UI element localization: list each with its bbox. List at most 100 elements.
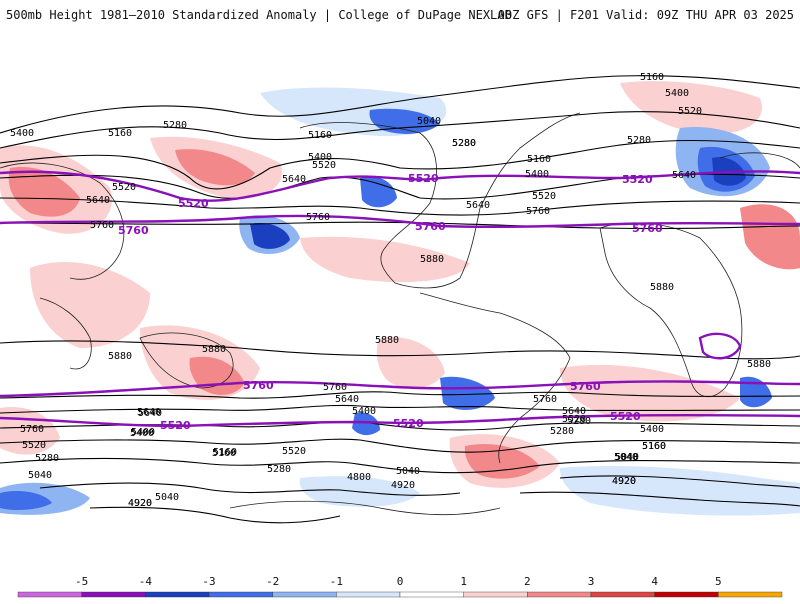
key-label: 5520: [393, 417, 424, 430]
contour-label: 5400: [130, 428, 154, 439]
key-label: 5520: [408, 172, 439, 185]
contour-label: 5280: [452, 138, 476, 149]
contour-label: 5400: [308, 152, 332, 163]
contour-label: 5400: [131, 427, 155, 438]
contour-line: [89, 506, 341, 524]
color-swatch: [399, 591, 464, 598]
color-swatch: [590, 591, 655, 598]
anomaly-blob: [30, 262, 150, 348]
contour-label: 5760: [526, 206, 550, 217]
contour-label: 5040: [155, 492, 179, 503]
key-contours: [0, 170, 800, 428]
contour-label: 5520: [312, 160, 336, 171]
contour-label: 5040: [614, 452, 638, 463]
color-swatch: [527, 591, 592, 598]
contour-label: 5520: [282, 446, 306, 457]
contour-label: 5640: [562, 406, 586, 417]
contour-label: 5040: [396, 466, 420, 477]
color-scale-bar: -5 -4 -3 -2 -1 0 1 2 3 4 5: [0, 560, 800, 600]
anomaly-blob: [175, 149, 255, 186]
contour-label: 4920: [612, 476, 636, 487]
anomaly-blob: [740, 376, 772, 408]
color-scale-labels: -5 -4 -3 -2 -1 0 1 2 3 4 5: [75, 575, 722, 588]
color-scale-tick-label: -4: [139, 575, 153, 588]
contour-line: [0, 111, 800, 149]
color-swatch: [463, 591, 528, 598]
contour-label: 5880: [202, 344, 226, 355]
color-swatch: [336, 591, 401, 598]
contour-label: 5400: [10, 128, 34, 139]
anomaly-blob: [376, 337, 445, 389]
contour-label: 5280: [627, 135, 651, 146]
contour-label: 5640: [137, 407, 161, 418]
contour-label: 4920: [128, 498, 152, 509]
contour-label: 5640: [138, 408, 162, 419]
coastline: [139, 332, 234, 389]
color-scale-tick-label: 2: [524, 575, 531, 588]
contour-label: 5880: [108, 351, 132, 362]
contour-label: 5520: [532, 191, 556, 202]
key-label: 5760: [570, 380, 601, 393]
key-label: 5760: [118, 224, 149, 237]
run-info: 00Z GFS | F201 Valid: 09Z THU APR 03 202…: [497, 8, 794, 22]
key-label: 5520: [610, 410, 641, 423]
key-contour-line: [0, 170, 800, 202]
color-scale-tick-label: -3: [202, 575, 215, 588]
contour-label: 5160: [642, 441, 666, 452]
contour-labels: 5160 5400 5520 5280 5040 5160 5280 5400 …: [10, 72, 771, 509]
contour-label: 5280: [35, 453, 59, 464]
contour-line: [39, 482, 461, 496]
anomaly-blob: [620, 81, 762, 134]
color-scale-tick-label: 3: [588, 575, 595, 588]
anomaly-blob: [560, 466, 800, 516]
contour-line: [559, 475, 800, 489]
color-scale-tick-label: 1: [460, 575, 467, 588]
key-contour-line: [0, 414, 800, 428]
contour-label: 5760: [90, 220, 114, 231]
contour-label: 5640: [86, 195, 110, 206]
negative-anomaly-shading: [0, 87, 800, 516]
color-swatch: [654, 591, 719, 598]
key-label: 5520: [178, 197, 209, 210]
key-contour-line: [0, 214, 800, 229]
color-scale-svg: -5 -4 -3 -2 -1 0 1 2 3 4 5: [17, 575, 783, 598]
contour-label: 5400: [665, 88, 689, 99]
contour-label: 5280: [567, 416, 591, 427]
coastline: [419, 292, 571, 464]
contour-label: 5880: [650, 282, 674, 293]
key-contour-labels: 5520 5520 5520 5760 5760 5760 5760 5760 …: [118, 172, 663, 432]
anomaly-blob: [352, 412, 380, 436]
key-contour-line: [698, 332, 742, 360]
contour-line: [0, 404, 800, 414]
contour-line: [0, 75, 800, 134]
contour-label: 5520: [562, 414, 586, 425]
contour-label: 5520: [22, 440, 46, 451]
contour-line: [0, 457, 800, 474]
contour-line: [519, 491, 800, 507]
coastline: [599, 222, 743, 398]
contour-label: 4800: [347, 472, 371, 483]
anomaly-blob: [8, 167, 81, 217]
key-label: 5520: [160, 419, 191, 432]
contour-label: 5640: [672, 170, 696, 181]
anomaly-blob: [440, 376, 495, 410]
anomaly-blob: [250, 222, 290, 249]
map-title: 500mb Height 1981–2010 Standardized Anom…: [6, 8, 512, 22]
contour-line: [0, 438, 800, 453]
color-swatch: [81, 591, 146, 598]
color-scale-tick-label: 4: [651, 575, 658, 588]
color-scale-tick-label: -2: [266, 575, 279, 588]
header: 500mb Height 1981–2010 Standardized Anom…: [0, 0, 800, 38]
contour-label: 4920: [391, 480, 415, 491]
contour-label: 5640: [335, 394, 359, 405]
color-swatch: [272, 591, 337, 598]
map-canvas: 5160 5400 5520 5280 5040 5160 5280 5400 …: [0, 72, 800, 524]
contour-label: 5160: [642, 441, 666, 452]
color-swatch: [145, 591, 210, 598]
color-scale-tick-label: -1: [330, 575, 343, 588]
coastline: [719, 152, 800, 169]
anomaly-blob: [560, 364, 740, 422]
contour-label: 5160: [640, 72, 664, 83]
anomaly-blob: [300, 236, 470, 283]
color-swatch: [17, 591, 82, 598]
